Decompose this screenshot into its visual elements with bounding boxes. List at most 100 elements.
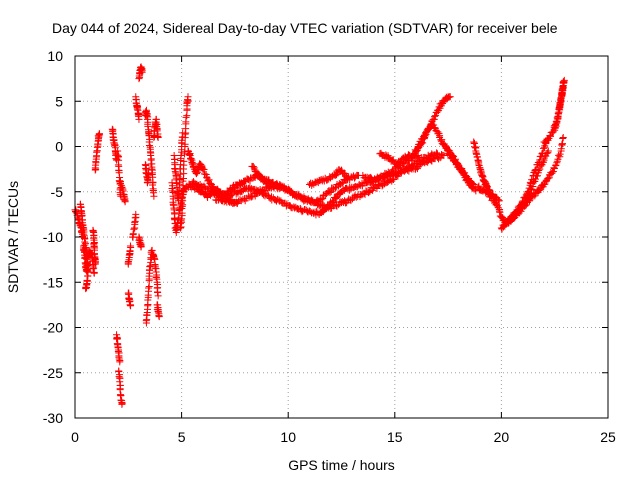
- data-point: [500, 222, 508, 230]
- y-tick-label: -20: [43, 320, 63, 336]
- data-point: [432, 112, 440, 120]
- data-point: [473, 153, 481, 161]
- data-point: [145, 272, 153, 280]
- data-point: [132, 210, 140, 218]
- data-point: [145, 284, 153, 292]
- data-point: [193, 169, 201, 177]
- data-point: [536, 186, 544, 194]
- y-tick-label: -10: [43, 229, 63, 245]
- data-point: [319, 195, 327, 203]
- data-point: [118, 400, 126, 408]
- data-point: [179, 194, 187, 202]
- data-point: [557, 145, 565, 153]
- data-point: [317, 196, 325, 204]
- data-point: [129, 230, 137, 238]
- y-tick-label: -15: [43, 274, 63, 290]
- data-point: [531, 166, 539, 174]
- data-point: [459, 170, 467, 178]
- data-point: [519, 199, 527, 207]
- data-point: [552, 118, 560, 126]
- data-point: [80, 230, 88, 238]
- data-point: [283, 186, 291, 194]
- data-point: [126, 301, 134, 309]
- data-point: [549, 168, 557, 176]
- data-point: [524, 187, 532, 195]
- data-point: [180, 157, 188, 165]
- y-tick-label: -30: [43, 410, 63, 426]
- data-point: [326, 189, 334, 197]
- data-point: [144, 122, 152, 130]
- data-point: [148, 165, 156, 173]
- data-point: [177, 151, 185, 159]
- data-point: [527, 179, 535, 187]
- data-point: [178, 215, 186, 223]
- data-point: [90, 269, 98, 277]
- data-point: [209, 187, 217, 195]
- grid-lines: [75, 56, 608, 418]
- x-tick-label: 20: [494, 429, 510, 445]
- data-point: [124, 258, 132, 266]
- data-point: [407, 164, 415, 172]
- data-point: [536, 156, 544, 164]
- data-point: [396, 159, 404, 167]
- data-point: [343, 173, 351, 181]
- data-point: [114, 151, 122, 159]
- data-point: [145, 142, 153, 150]
- data-point: [276, 184, 284, 192]
- data-point: [202, 170, 210, 178]
- data-point: [559, 84, 567, 92]
- data-point: [130, 225, 138, 233]
- data-point: [463, 176, 471, 184]
- data-point: [115, 373, 123, 381]
- y-axis-label: SDTVAR / TECUs: [5, 181, 21, 293]
- data-point: [187, 155, 195, 163]
- data-points: [71, 63, 568, 408]
- data-point: [528, 176, 536, 184]
- data-point: [431, 112, 439, 120]
- data-point: [149, 181, 157, 189]
- data-point: [133, 105, 141, 113]
- data-point: [145, 170, 153, 178]
- data-point: [365, 188, 373, 196]
- data-point: [555, 151, 563, 159]
- y-tick-label: 5: [55, 93, 63, 109]
- data-point: [456, 164, 464, 172]
- data-point: [493, 202, 501, 210]
- data-point: [446, 93, 454, 101]
- data-point: [443, 144, 451, 152]
- data-point: [186, 150, 194, 158]
- data-point: [344, 174, 352, 182]
- data-point: [548, 169, 556, 177]
- data-point: [494, 196, 502, 204]
- data-point: [96, 130, 104, 138]
- data-point: [214, 196, 222, 204]
- data-point: [151, 264, 159, 272]
- data-point: [266, 195, 274, 202]
- data-point: [184, 93, 192, 101]
- data-point: [74, 215, 82, 223]
- data-point: [333, 171, 341, 179]
- data-point: [560, 76, 568, 84]
- data-point: [118, 184, 126, 192]
- data-point: [135, 115, 143, 123]
- data-point: [131, 214, 139, 222]
- data-point: [246, 184, 254, 192]
- x-axis-label: GPS time / hours: [288, 457, 395, 473]
- data-point: [547, 132, 555, 140]
- data-point: [126, 242, 134, 250]
- y-tick-label: -5: [51, 184, 64, 200]
- data-point: [550, 165, 558, 173]
- data-point: [479, 172, 487, 180]
- data-point: [137, 242, 145, 250]
- data-point: [554, 109, 562, 117]
- data-point: [154, 288, 162, 296]
- data-point: [556, 150, 564, 158]
- data-point: [390, 176, 398, 184]
- x-tick-label: 5: [178, 429, 186, 445]
- data-point: [538, 150, 546, 158]
- data-point: [143, 112, 151, 120]
- data-point: [207, 180, 215, 188]
- data-point: [255, 170, 263, 178]
- data-point: [445, 150, 453, 158]
